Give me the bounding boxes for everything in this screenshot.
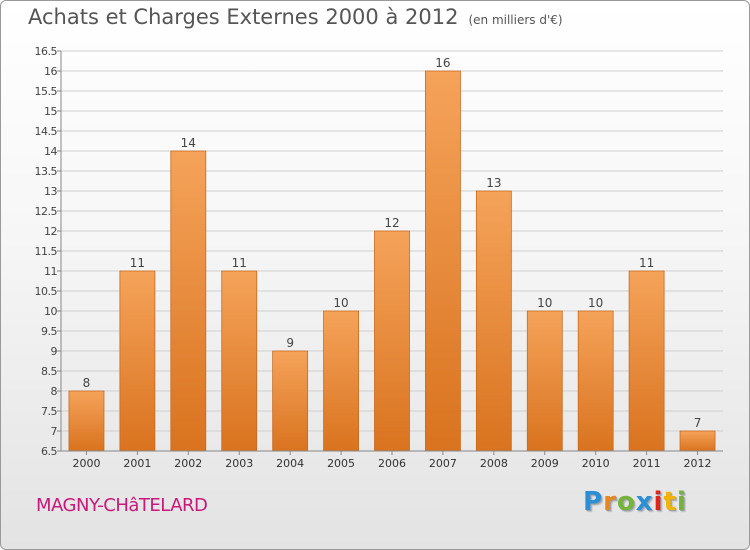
x-tick-label: 2011: [633, 457, 661, 470]
bar: [221, 270, 258, 452]
bar: [425, 70, 461, 452]
y-tick-label: 16.5: [35, 45, 58, 58]
y-tick-label: 9: [51, 345, 58, 358]
bar-value-label: 12: [384, 216, 399, 230]
y-tick-label: 14: [44, 145, 57, 158]
x-tick-label: 2001: [123, 457, 151, 470]
chart-subtitle: (en milliers d'€): [468, 13, 563, 27]
y-tick-label: 12: [44, 225, 57, 238]
bar-value-label: 13: [486, 176, 501, 190]
y-tick-label: 7.5: [41, 405, 57, 418]
bar-value-label: 14: [181, 136, 196, 150]
y-tick-label: 16: [44, 65, 57, 78]
bar: [526, 310, 563, 452]
bar-value-label: 11: [130, 256, 145, 270]
logo-letter: o: [616, 487, 636, 517]
y-tick-label: 8: [51, 385, 58, 398]
bar: [272, 350, 309, 452]
x-tick-label: 2002: [174, 457, 202, 470]
bar: [119, 270, 156, 452]
x-tick-label: 2012: [684, 457, 712, 470]
bar-value-label: 16: [435, 56, 450, 70]
y-tick-label: 11.5: [35, 245, 58, 258]
y-tick-label: 9.5: [41, 325, 57, 338]
bar-value-label: 8: [83, 376, 91, 390]
bar: [475, 190, 512, 452]
logo-letter: i: [676, 487, 687, 517]
y-tick-label: 15.5: [35, 85, 58, 98]
bars: [68, 70, 716, 452]
bar-value-label: 11: [639, 256, 654, 270]
x-tick-label: 2006: [378, 457, 406, 470]
bar: [68, 390, 105, 452]
bar-value-label: 7: [694, 416, 702, 430]
chart-title: Achats et Charges Externes 2000 à 2012 (e…: [28, 5, 563, 29]
x-tick-label: 2005: [327, 457, 355, 470]
bar-value-label: 10: [537, 296, 552, 310]
x-tick-label: 2004: [276, 457, 304, 470]
bar: [170, 150, 207, 452]
y-tick-label: 6.5: [41, 445, 57, 458]
y-tick-label: 12.5: [35, 205, 58, 218]
x-tick-label: 2010: [582, 457, 610, 470]
bar-value-label: 10: [588, 296, 603, 310]
logo-letter: t: [663, 487, 677, 517]
y-tick-label: 15: [44, 105, 57, 118]
axes: [57, 50, 723, 455]
bar-value-label: 9: [286, 336, 294, 350]
x-tick-label: 2007: [429, 457, 457, 470]
x-tick-label: 2000: [72, 457, 100, 470]
bar: [628, 270, 665, 452]
x-tick-label: 2008: [480, 457, 508, 470]
y-tick-label: 10: [44, 305, 57, 318]
commune-name: MAGNY-CHâTELARD: [36, 495, 208, 516]
y-tick-label: 14.5: [35, 125, 58, 138]
bar: [374, 230, 410, 452]
y-tick-label: 11: [44, 265, 57, 278]
y-tick-label: 10.5: [35, 285, 58, 298]
title-text: Achats et Charges Externes 2000 à 2012: [28, 5, 459, 29]
bar: [323, 310, 359, 452]
y-tick-label: 13: [44, 185, 57, 198]
bar: [577, 310, 614, 452]
bar-value-label: 10: [333, 296, 348, 310]
logo-letter: i: [653, 487, 664, 517]
logo-letter: r: [603, 487, 617, 517]
y-tick-label: 7: [51, 425, 58, 438]
logo-letter: P: [583, 487, 604, 517]
x-tick-label: 2003: [225, 457, 253, 470]
logo-letter: x: [635, 487, 654, 517]
bar-value-label: 11: [232, 256, 247, 270]
x-tick-label: 2009: [531, 457, 559, 470]
y-tick-label: 8.5: [41, 365, 57, 378]
y-tick-label: 13.5: [35, 165, 58, 178]
labels: 6.5 7 7.5 8 8.5 9 9.5 10 10.5 11 11.5 12 12.5 13 13.5 1…: [35, 45, 712, 470]
bar: [679, 430, 716, 452]
proxiti-logo: Proxiti: [583, 487, 687, 517]
